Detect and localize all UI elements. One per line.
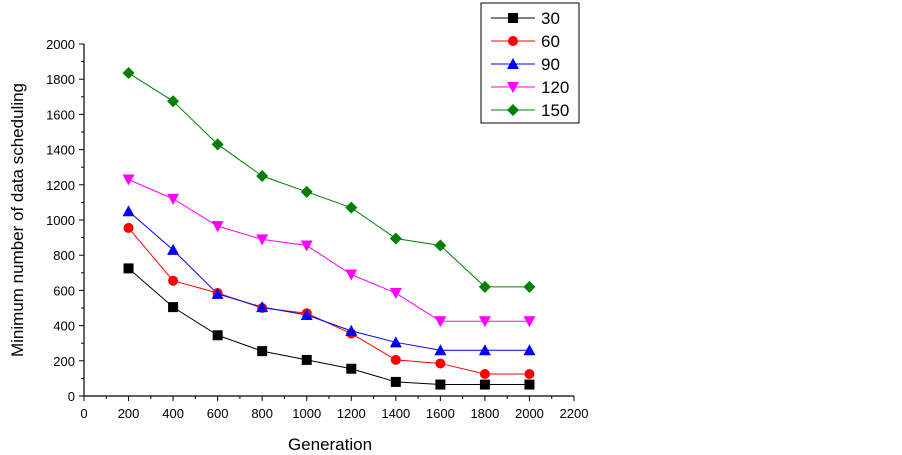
data-point-90 xyxy=(167,243,180,255)
data-point-90 xyxy=(211,287,224,299)
data-point-30 xyxy=(435,379,446,390)
data-point-60 xyxy=(168,275,179,286)
data-point-90 xyxy=(300,309,313,321)
legend: 30 60 90 120 150 xyxy=(480,2,580,124)
data-point-30 xyxy=(212,330,223,341)
legend-marker-30 xyxy=(508,13,518,23)
y-tick-label: 200 xyxy=(53,354,75,369)
data-point-150 xyxy=(345,201,358,214)
data-point-150 xyxy=(211,138,224,151)
chart-axes: 0 200 400 600 800 1000 1200 1400 1600 1800 2000 220… xyxy=(46,37,588,421)
data-point-90 xyxy=(122,205,135,217)
y-tick-label: 2000 xyxy=(46,37,75,52)
data-point-60 xyxy=(390,354,401,365)
x-tick-label: 1800 xyxy=(470,406,499,421)
x-tick-label: 200 xyxy=(118,406,140,421)
data-point-60 xyxy=(435,358,446,369)
data-point-30 xyxy=(257,346,268,357)
series-markers xyxy=(122,67,536,390)
legend-marker-60 xyxy=(508,36,518,46)
data-point-120 xyxy=(523,316,536,328)
data-point-150 xyxy=(523,280,536,293)
data-point-90 xyxy=(256,301,269,313)
data-point-30 xyxy=(524,379,535,390)
data-point-90 xyxy=(523,344,536,356)
y-tick-label: 1400 xyxy=(46,143,75,158)
data-point-30 xyxy=(123,263,134,274)
data-point-150 xyxy=(389,232,402,245)
series-lines xyxy=(128,72,530,386)
x-tick-label: 800 xyxy=(251,406,273,421)
data-point-90 xyxy=(389,336,402,348)
y-tick-label: 800 xyxy=(53,248,75,263)
legend-label-90: 90 xyxy=(541,55,560,74)
y-axis-label: Minimum number of data scheduling xyxy=(8,83,27,357)
y-tick-label: 600 xyxy=(53,283,75,298)
y-tick-label: 1000 xyxy=(46,213,75,228)
data-point-30 xyxy=(479,379,490,390)
y-tick-label: 1200 xyxy=(46,178,75,193)
x-tick-label: 1000 xyxy=(292,406,321,421)
legend-box xyxy=(480,2,580,124)
x-tick-label: 1200 xyxy=(337,406,366,421)
y-tick-label: 1600 xyxy=(46,107,75,122)
data-point-120 xyxy=(211,221,224,233)
series-line-120 xyxy=(128,179,530,322)
data-point-150 xyxy=(478,280,491,293)
series-line-30 xyxy=(128,268,530,386)
data-point-120 xyxy=(345,269,358,281)
x-axis-label: Generation xyxy=(288,435,372,454)
data-point-60 xyxy=(123,222,134,233)
legend-label-60: 60 xyxy=(541,32,560,51)
data-point-150 xyxy=(167,95,180,108)
x-tick-label: 0 xyxy=(80,406,87,421)
data-point-150 xyxy=(434,239,447,252)
legend-marker-90 xyxy=(507,58,519,69)
data-point-90 xyxy=(434,344,447,356)
x-tick-label: 2000 xyxy=(515,406,544,421)
series-line-90 xyxy=(128,210,530,351)
data-point-90 xyxy=(345,324,358,336)
x-tick-label: 400 xyxy=(162,406,184,421)
data-point-120 xyxy=(256,234,269,246)
legend-marker-150 xyxy=(507,104,519,116)
legend-marker-120 xyxy=(507,82,519,93)
legend-label-120: 120 xyxy=(541,78,569,97)
data-point-150 xyxy=(300,185,313,198)
y-tick-label: 400 xyxy=(53,319,75,334)
data-point-60 xyxy=(479,369,490,379)
y-tick-label: 1800 xyxy=(46,72,75,87)
legend-label-150: 150 xyxy=(541,101,569,120)
series-line-150 xyxy=(128,72,530,288)
data-point-30 xyxy=(168,302,179,313)
data-point-120 xyxy=(389,288,402,300)
data-point-150 xyxy=(122,67,135,80)
data-point-90 xyxy=(478,344,491,356)
x-tick-label: 1600 xyxy=(426,406,455,421)
y-tick-label: 0 xyxy=(68,389,75,404)
data-point-150 xyxy=(256,170,269,182)
x-tick-label: 1400 xyxy=(381,406,410,421)
data-point-30 xyxy=(346,363,357,374)
data-point-60 xyxy=(524,369,535,379)
data-point-120 xyxy=(478,316,491,328)
data-point-30 xyxy=(301,354,312,365)
x-tick-label: 2200 xyxy=(560,406,589,421)
data-point-120 xyxy=(434,316,447,328)
series-line-60 xyxy=(128,227,530,375)
data-point-120 xyxy=(300,240,313,252)
legend-label-30: 30 xyxy=(541,9,560,28)
x-tick-label: 600 xyxy=(207,406,229,421)
data-point-30 xyxy=(390,376,401,387)
data-point-120 xyxy=(122,174,135,186)
data-point-120 xyxy=(167,193,180,205)
